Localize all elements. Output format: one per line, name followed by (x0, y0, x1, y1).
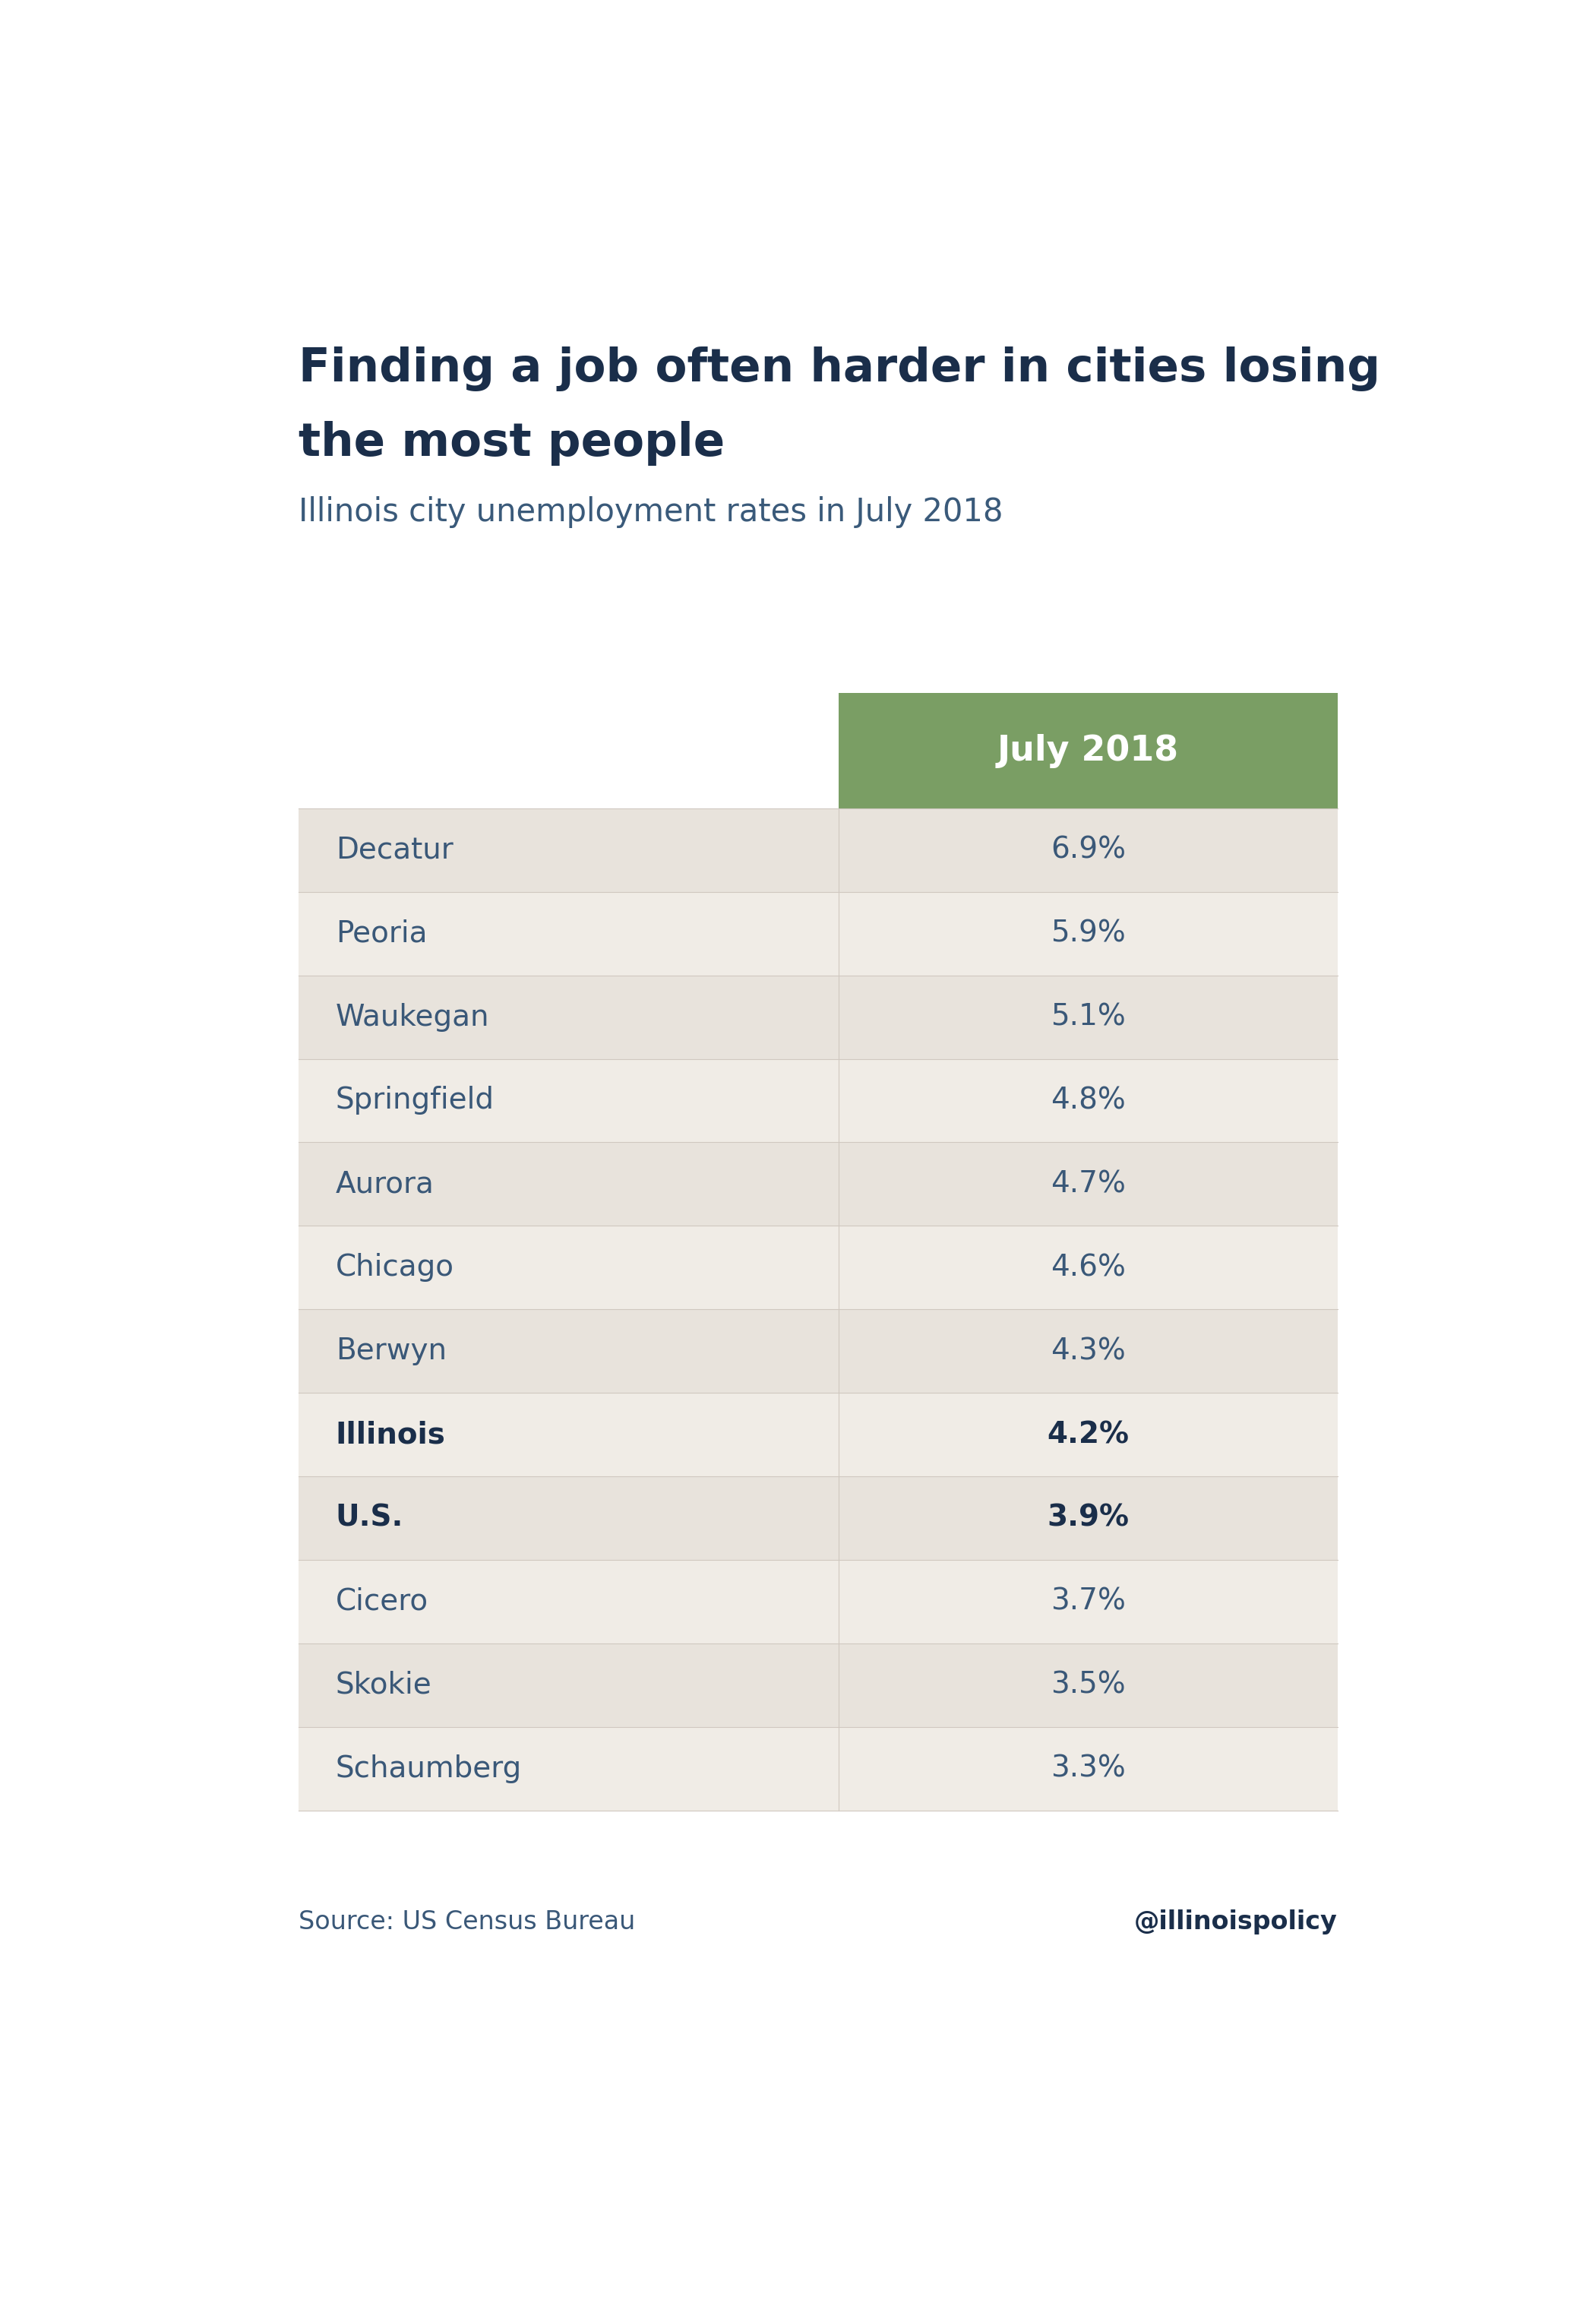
Text: Waukegan: Waukegan (335, 1002, 490, 1032)
Text: Source: US Census Bureau: Source: US Census Bureau (298, 1909, 635, 1935)
Bar (298, 1644, 1337, 1727)
Text: Berwyn: Berwyn (335, 1336, 447, 1366)
Text: 4.2%: 4.2% (1047, 1421, 1128, 1449)
Bar (298, 1142, 1337, 1225)
Bar (298, 1559, 1337, 1644)
Text: Schaumberg: Schaumberg (335, 1755, 522, 1783)
Bar (298, 1727, 1337, 1810)
Bar (298, 1225, 1337, 1310)
Text: 4.8%: 4.8% (1050, 1087, 1125, 1115)
Text: Skokie: Skokie (335, 1670, 433, 1700)
Text: Peoria: Peoria (335, 919, 428, 949)
Text: Finding a job often harder in cities losing: Finding a job often harder in cities los… (298, 348, 1381, 392)
Text: U.S.: U.S. (335, 1504, 404, 1531)
Text: Springfield: Springfield (335, 1087, 495, 1115)
Text: Decatur: Decatur (335, 836, 453, 864)
Bar (298, 976, 1337, 1059)
Text: 3.3%: 3.3% (1050, 1755, 1125, 1783)
Text: Chicago: Chicago (335, 1253, 455, 1283)
Bar (298, 1476, 1337, 1559)
Bar (298, 1393, 1337, 1476)
Text: the most people: the most people (298, 421, 725, 465)
Text: Illinois: Illinois (335, 1421, 445, 1449)
Text: 6.9%: 6.9% (1050, 836, 1125, 864)
Text: 3.7%: 3.7% (1050, 1587, 1125, 1617)
Bar (298, 891, 1337, 976)
Text: 5.1%: 5.1% (1050, 1002, 1125, 1032)
Text: 4.3%: 4.3% (1050, 1336, 1125, 1366)
Text: July 2018: July 2018 (998, 735, 1179, 767)
Bar (298, 1059, 1337, 1142)
Text: 4.6%: 4.6% (1050, 1253, 1125, 1283)
Text: Aurora: Aurora (335, 1170, 434, 1198)
Text: 3.9%: 3.9% (1047, 1504, 1128, 1531)
Bar (298, 808, 1337, 891)
Bar (298, 1310, 1337, 1393)
Text: 3.5%: 3.5% (1050, 1670, 1125, 1700)
Text: @illinoispolicy: @illinoispolicy (1135, 1909, 1337, 1935)
Text: Cicero: Cicero (335, 1587, 428, 1617)
Bar (839, 693, 1337, 808)
Text: 4.7%: 4.7% (1050, 1170, 1125, 1198)
Text: 5.9%: 5.9% (1050, 919, 1125, 949)
Text: Illinois city unemployment rates in July 2018: Illinois city unemployment rates in July… (298, 495, 1002, 527)
